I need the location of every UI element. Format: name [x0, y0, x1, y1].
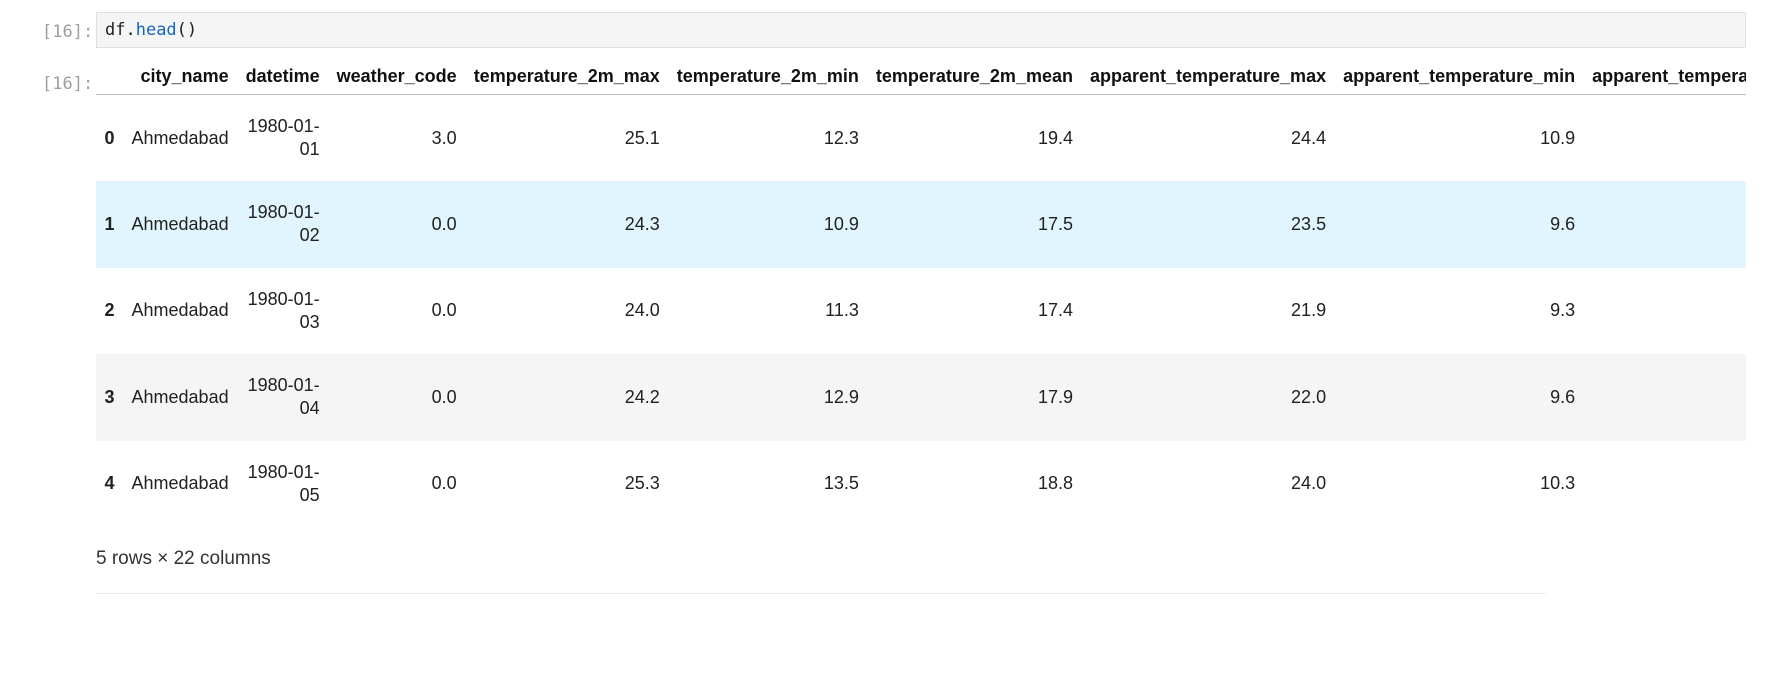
output-divider [96, 593, 1546, 594]
cell-temperature-2m-max: 24.2 [624, 386, 660, 407]
cell-temperature-2m-max: 25.1 [624, 127, 660, 148]
cell-weather-code: 0.0 [431, 300, 457, 321]
cell-apparent-temperature-min: 9.6 [1550, 213, 1576, 234]
cell-temperature-2m-mean: 17.4 [1037, 300, 1073, 321]
cell-apparent-temperature-mean: 17.7 [1584, 95, 1746, 182]
cell-apparent-temperature-max: 24.4 [1291, 127, 1327, 148]
code-object: df. [105, 20, 136, 40]
cell-apparent-temperature-max: 22.0 [1291, 386, 1327, 407]
column-header-city-name: city_name [123, 58, 238, 95]
cell-apparent-temperature-max: 21.9 [1291, 300, 1327, 321]
column-header-weather-code: weather_code [328, 58, 466, 95]
dataframe-output[interactable]: city_name datetime weather_code temperat… [96, 58, 1746, 594]
code-parens: () [176, 20, 198, 40]
cell-temperature-2m-max: 25.3 [624, 473, 660, 494]
code-cell-input[interactable]: df.head() [96, 12, 1746, 48]
table-row: 1 Ahmedabad 1980-01- 02 0.0 24.3 10.9 17.… [96, 181, 1746, 268]
column-header-temperature-2m-mean: temperature_2m_mean [867, 58, 1082, 95]
cell-apparent-temperature-min: 10.3 [1540, 473, 1576, 494]
cell-city-name: Ahmedabad [131, 300, 229, 321]
output-prompt: [16]: [42, 74, 94, 94]
table-row: 2 Ahmedabad 1980-01- 03 0.0 24.0 11.3 17.… [96, 268, 1746, 355]
cell-datetime: 1980-01- 03 [247, 288, 320, 332]
cell-weather-code: 0.0 [431, 213, 457, 234]
column-header-apparent-temperature-max: apparent_temperature_max [1081, 58, 1335, 95]
row-index: 1 [104, 213, 115, 234]
cell-city-name: Ahmedabad [131, 473, 229, 494]
cell-temperature-2m-min: 10.9 [823, 213, 859, 234]
cell-temperature-2m-max: 24.0 [624, 300, 660, 321]
row-index: 2 [104, 300, 115, 321]
cell-temperature-2m-mean: 17.5 [1037, 213, 1073, 234]
cell-apparent-temperature-min: 9.6 [1550, 386, 1576, 407]
table-row: 0 Ahmedabad 1980-01- 01 3.0 25.1 12.3 19.… [96, 95, 1746, 182]
cell-city-name: Ahmedabad [131, 213, 229, 234]
column-header-apparent-temperature-mean: apparent_temperature_mean [1583, 58, 1746, 95]
column-header-apparent-temperature-min: apparent_temperature_min [1334, 58, 1584, 95]
cell-city-name: Ahmedabad [131, 127, 229, 148]
cell-apparent-temperature-max: 23.5 [1291, 213, 1327, 234]
cell-temperature-2m-max: 24.3 [624, 213, 660, 234]
cell-temperature-2m-min: 13.5 [823, 473, 859, 494]
row-index: 4 [104, 473, 115, 494]
cell-apparent-temperature-min: 10.9 [1540, 127, 1576, 148]
cell-temperature-2m-mean: 18.8 [1037, 473, 1073, 494]
cell-temperature-2m-mean: 17.9 [1037, 386, 1073, 407]
cell-apparent-temperature-max: 24.0 [1291, 473, 1327, 494]
cell-temperature-2m-min: 11.3 [825, 300, 859, 321]
dataframe-table: city_name datetime weather_code temperat… [96, 58, 1746, 527]
cell-apparent-temperature-min: 9.3 [1550, 300, 1576, 321]
cell-apparent-temperature-mean: 16.9 [1584, 441, 1746, 528]
cell-temperature-2m-mean: 19.4 [1037, 127, 1073, 148]
cell-weather-code: 0.0 [431, 473, 457, 494]
dataframe-shape-label: 5 rows × 22 columns [96, 548, 271, 569]
cell-datetime: 1980-01- 04 [247, 375, 320, 419]
column-header-temperature-2m-max: temperature_2m_max [465, 58, 669, 95]
table-row: 4 Ahmedabad 1980-01- 05 0.0 25.3 13.5 18.… [96, 441, 1746, 528]
cell-apparent-temperature-mean: 15.7 [1584, 354, 1746, 441]
cell-apparent-temperature-mean: 16.2 [1584, 181, 1746, 268]
input-prompt: [16]: [42, 22, 94, 42]
row-index: 0 [104, 127, 115, 148]
cell-datetime: 1980-01- 01 [247, 116, 320, 159]
column-header-temperature-2m-min: temperature_2m_min [668, 58, 868, 95]
cell-datetime: 1980-01- 05 [247, 461, 320, 505]
table-row: 3 Ahmedabad 1980-01- 04 0.0 24.2 12.9 17.… [96, 354, 1746, 441]
index-header [96, 58, 124, 95]
column-header-datetime: datetime [237, 58, 329, 95]
header-row: city_name datetime weather_code temperat… [96, 58, 1746, 95]
cell-apparent-temperature-mean: 15.5 [1584, 268, 1746, 355]
code-method: head [135, 20, 177, 40]
cell-temperature-2m-min: 12.9 [823, 386, 859, 407]
cell-weather-code: 3.0 [431, 127, 457, 148]
cell-city-name: Ahmedabad [131, 386, 229, 407]
cell-weather-code: 0.0 [431, 386, 457, 407]
cell-temperature-2m-min: 12.3 [823, 127, 859, 148]
row-index: 3 [104, 386, 115, 407]
cell-datetime: 1980-01- 02 [247, 202, 320, 246]
